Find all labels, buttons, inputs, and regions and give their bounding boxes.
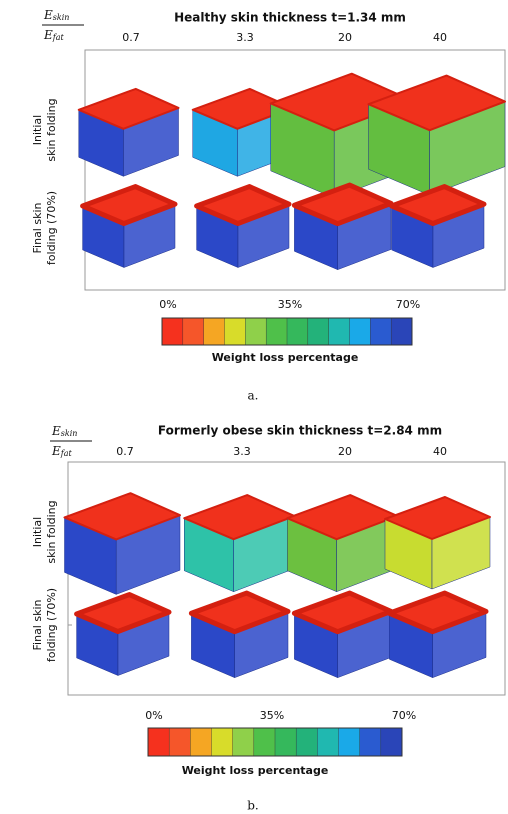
row-label-line: Initial — [31, 115, 44, 145]
colorbar-label: Weight loss percentage — [182, 764, 329, 777]
row-label-line: Initial — [31, 517, 44, 547]
panel-title: Healthy skin thickness t=1.34 mm — [174, 11, 406, 25]
ratio-subscript: fat — [52, 33, 65, 42]
row-label-line: skin folding — [45, 500, 58, 563]
colorbar-band — [245, 318, 266, 345]
colorbar-band — [391, 318, 412, 345]
colorbar-band — [339, 728, 360, 756]
colorbar-band — [204, 318, 225, 345]
colorbar-band — [190, 728, 211, 756]
colorbar-band — [370, 318, 391, 345]
colorbar-band — [275, 728, 296, 756]
caption: b. — [247, 799, 259, 813]
colorbar-band — [296, 728, 317, 756]
column-label: 0.7 — [122, 31, 140, 44]
column-label: 20 — [338, 31, 352, 44]
colorbar-band — [350, 318, 371, 345]
row-label: Final skinfolding (70%) — [31, 588, 58, 662]
ratio-symbol: E — [43, 28, 53, 42]
column-label: 20 — [338, 445, 352, 458]
figure: EskinEfatHealthy skin thickness t=1.34 m… — [0, 0, 508, 814]
colorbar-tick-label: 70% — [396, 298, 420, 311]
colorbar-band — [233, 728, 254, 756]
ratio-numerator: Eskin — [51, 424, 77, 439]
ratio-denominator: Efat — [51, 444, 72, 459]
row-label-line: Final skin — [31, 202, 44, 253]
column-label: 0.7 — [116, 445, 134, 458]
column-label: 40 — [433, 31, 447, 44]
colorbar-band — [212, 728, 233, 756]
colorbar-tick-label: 0% — [159, 298, 176, 311]
colorbar-tick-label: 35% — [278, 298, 302, 311]
colorbar-tick-label: 70% — [392, 709, 416, 722]
colorbar-band — [308, 318, 329, 345]
column-label: 40 — [433, 445, 447, 458]
panel-title: Formerly obese skin thickness t=2.84 mm — [158, 424, 442, 438]
colorbar-band — [266, 318, 287, 345]
ratio-symbol: E — [43, 8, 53, 22]
colorbar-band — [381, 728, 402, 756]
row-label: Initialskin folding — [31, 500, 58, 563]
colorbar-band — [183, 318, 204, 345]
ratio-symbol: E — [51, 444, 61, 458]
column-label: 3.3 — [233, 445, 251, 458]
row-label: Final skinfolding (70%) — [31, 191, 58, 265]
colorbar-band — [317, 728, 338, 756]
colorbar-band — [162, 318, 183, 345]
colorbar-label: Weight loss percentage — [212, 351, 359, 364]
colorbar-band — [148, 728, 169, 756]
colorbar-tick-label: 35% — [260, 709, 284, 722]
colorbar-band — [169, 728, 190, 756]
row-label-line: skin folding — [45, 98, 58, 161]
colorbar-band — [360, 728, 381, 756]
caption: a. — [248, 389, 259, 403]
colorbar-band — [225, 318, 246, 345]
row-label: Initialskin folding — [31, 98, 58, 161]
ratio-subscript: skin — [61, 429, 78, 438]
column-label: 3.3 — [236, 31, 254, 44]
row-label-line: Final skin — [31, 599, 44, 650]
colorbar-band — [287, 318, 308, 345]
ratio-subscript: fat — [60, 449, 73, 458]
ratio-numerator: Eskin — [43, 8, 69, 23]
row-label-line: folding (70%) — [45, 588, 58, 662]
colorbar-band — [254, 728, 275, 756]
colorbar-tick-label: 0% — [145, 709, 162, 722]
row-label-line: folding (70%) — [45, 191, 58, 265]
ratio-denominator: Efat — [43, 28, 64, 43]
ratio-subscript: skin — [53, 13, 70, 22]
ratio-symbol: E — [51, 424, 61, 438]
colorbar-band — [329, 318, 350, 345]
